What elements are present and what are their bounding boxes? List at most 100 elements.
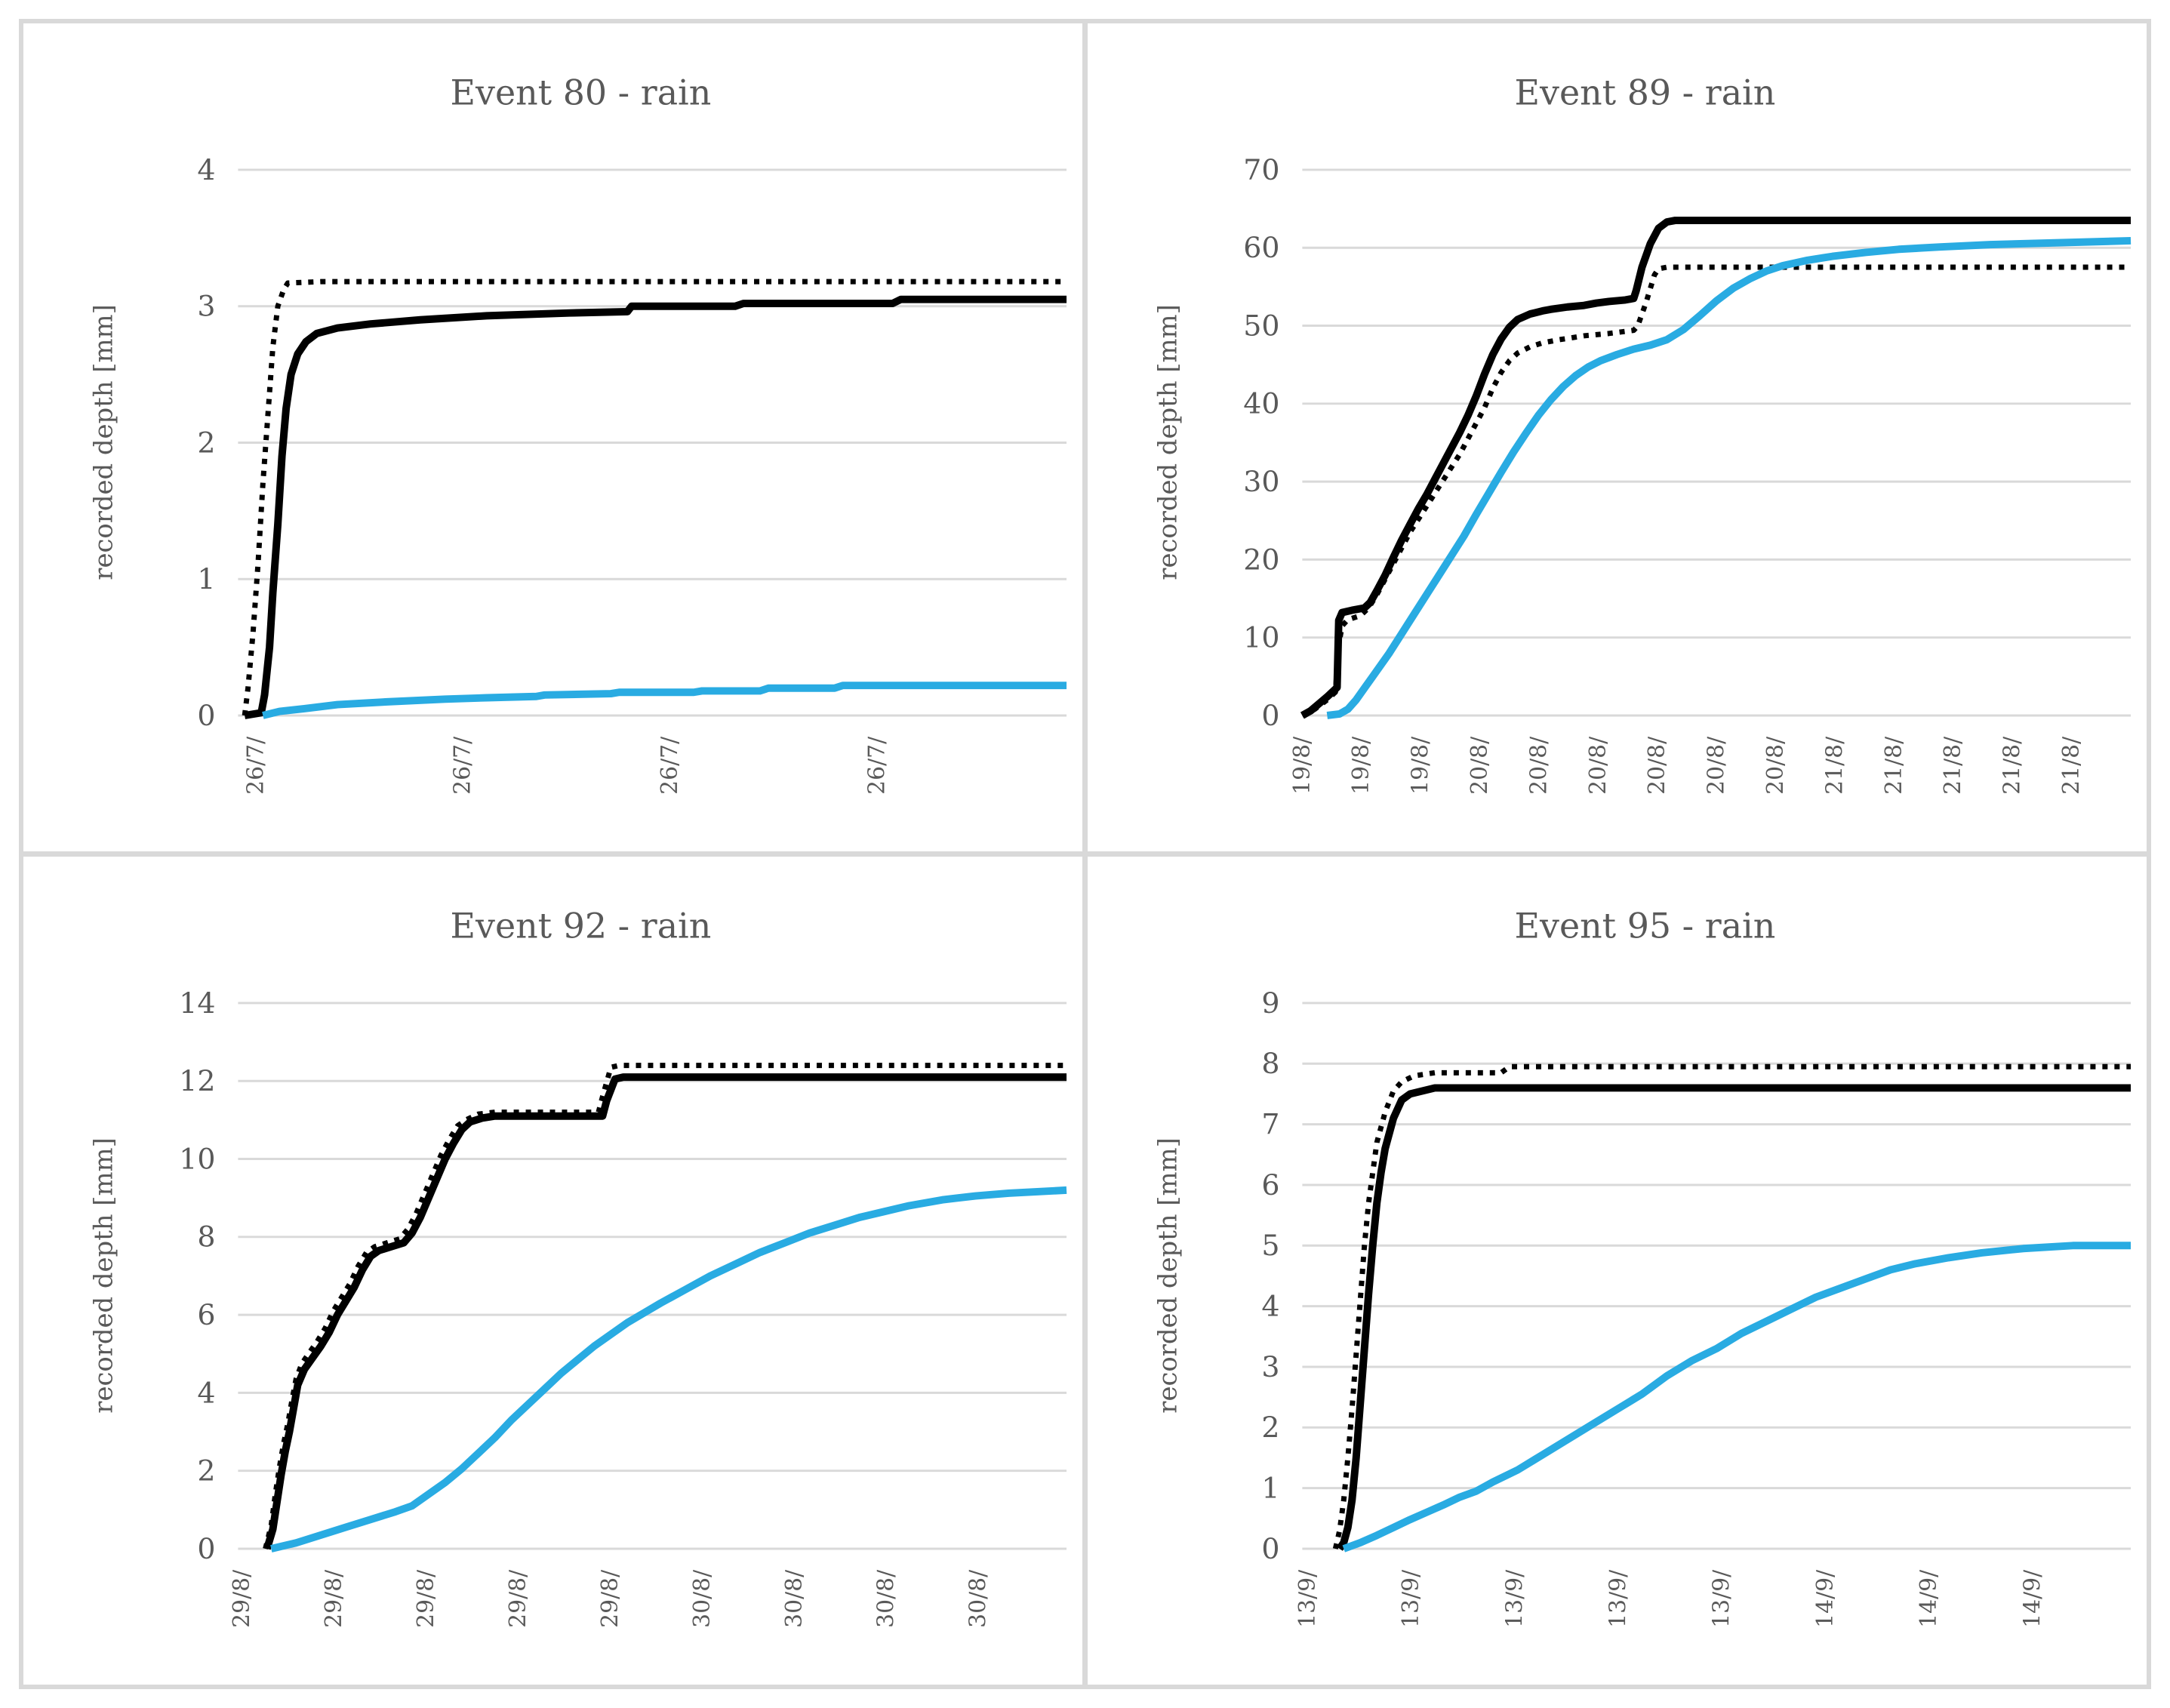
x-tick-label: 30/8/ (689, 1569, 716, 1628)
y-tick-label: 1 (197, 562, 215, 595)
y-axis-title: recorded depth [mm] (89, 304, 119, 580)
y-tick-label: 4 (197, 1376, 215, 1409)
x-tick-labels: 29/8/29/8/29/8/29/8/29/8/30/8/30/8/30/8/… (229, 1569, 992, 1628)
chart-panel-event-80: Event 80 - rain recorded depth [mm] 0 1 2 3… (23, 23, 1082, 851)
y-tick-label: 40 (1243, 387, 1279, 420)
y-tick-label: 5 (1261, 1229, 1279, 1262)
x-tick-labels: 13/9/13/9/13/9/13/9/13/9/14/9/14/9/14/9/ (1294, 1569, 2046, 1628)
series-solid-black (263, 1073, 1067, 1550)
series-dotted-black (1332, 1063, 2132, 1550)
gridlines (238, 1002, 1067, 1550)
y-tick-label: 2 (197, 426, 215, 459)
y-axis-title: recorded depth [mm] (89, 1137, 119, 1414)
x-tick-label: 21/8/ (1881, 736, 1907, 795)
x-tick-label: 26/7/ (864, 736, 891, 795)
x-tick-label: 26/7/ (242, 736, 269, 795)
x-tick-label: 13/9/ (1501, 1569, 1528, 1628)
x-tick-label: 26/7/ (450, 736, 476, 795)
x-tick-label: 20/8/ (1644, 736, 1670, 795)
gridlines (1302, 168, 2132, 717)
x-tick-label: 19/8/ (1289, 736, 1316, 795)
series-dotted-black (242, 279, 1067, 716)
x-tick-label: 21/8/ (1821, 736, 1848, 795)
y-tick-label: 70 (1243, 153, 1279, 186)
plot-area: 0 10 20 30 40 50 60 70 19/8/19/8/19/8/20/8/20/8/… (1243, 153, 2132, 795)
y-tick-label: 2 (197, 1454, 215, 1488)
y-tick-label: 10 (179, 1143, 215, 1176)
x-tick-label: 30/8/ (873, 1569, 900, 1628)
x-tick-label: 20/8/ (1467, 736, 1493, 795)
y-tick-label: 0 (197, 699, 215, 732)
series-blue (1342, 1242, 2132, 1553)
chart-event-95: Event 95 - rain recorded depth [mm] 0 1 2 3… (1153, 905, 2132, 1628)
y-tick-label: 4 (197, 153, 215, 186)
y-tick-label: 0 (1261, 699, 1279, 732)
series-blue (1326, 236, 2132, 719)
x-tick-label: 30/8/ (965, 1569, 992, 1628)
y-tick-label: 6 (197, 1298, 215, 1331)
chart-panel-event-92: Event 92 - rain recorded depth [mm] 0 2 4 6… (23, 857, 1082, 1685)
x-tick-labels: 19/8/19/8/19/8/20/8/20/8/20/8/20/8/20/8/… (1289, 736, 2085, 795)
y-tick-label: 30 (1243, 465, 1279, 498)
y-tick-label: 6 (1261, 1168, 1279, 1202)
chart-title: Event 92 - rain (451, 905, 712, 946)
x-tick-label: 13/9/ (1709, 1569, 1735, 1628)
chart-event-89: Event 89 - rain recorded depth [mm] 0 10 2… (1153, 72, 2132, 795)
series-solid-black (1336, 1084, 2132, 1551)
y-tick-label: 4 (1261, 1290, 1279, 1323)
x-tick-label: 20/8/ (1585, 736, 1611, 795)
x-tick-label: 29/8/ (413, 1569, 439, 1628)
x-tick-label: 13/9/ (1294, 1569, 1321, 1628)
x-tick-label: 13/9/ (1605, 1569, 1631, 1628)
x-tick-label: 21/8/ (1940, 736, 1966, 795)
y-tick-label: 3 (197, 290, 215, 323)
x-tick-label: 30/8/ (781, 1569, 808, 1628)
plot-area: 0 2 4 6 8 10 12 14 29/8/29/8/29/8/29/8/29/8/30/8… (179, 986, 1067, 1628)
y-tick-label: 8 (197, 1220, 215, 1254)
y-axis-title: recorded depth [mm] (1153, 1137, 1183, 1414)
x-tick-label: 29/8/ (321, 1569, 347, 1628)
y-tick-label: 50 (1243, 309, 1279, 343)
y-tick-label: 12 (179, 1064, 215, 1097)
y-tick-label: 2 (1261, 1411, 1279, 1444)
x-tick-label: 19/8/ (1408, 736, 1434, 795)
x-tick-label: 20/8/ (1762, 736, 1789, 795)
x-tick-label: 29/8/ (597, 1569, 623, 1628)
series-dotted-black (263, 1063, 1067, 1550)
x-tick-label: 19/8/ (1348, 736, 1374, 795)
y-tick-label: 0 (197, 1532, 215, 1565)
x-tick-label: 13/9/ (1398, 1569, 1424, 1628)
y-tick-label: 9 (1261, 986, 1279, 1020)
series-solid-black (1300, 217, 2132, 719)
chart-title: Event 80 - rain (451, 72, 712, 112)
x-tick-label: 29/8/ (229, 1569, 255, 1628)
series-solid-black (244, 295, 1067, 719)
y-axis-title: recorded depth [mm] (1153, 304, 1183, 580)
chart-event-80: Event 80 - rain recorded depth [mm] 0 1 2 3… (89, 72, 1067, 795)
y-tick-label: 8 (1261, 1047, 1279, 1080)
y-tick-label: 20 (1243, 543, 1279, 576)
y-tick-label: 14 (179, 986, 215, 1020)
x-tick-label: 20/8/ (1525, 736, 1552, 795)
y-tick-labels: 0 1 2 3 4 5 6 7 8 9 (1261, 986, 1279, 1565)
gridlines (1302, 1002, 2132, 1550)
chart-title: Event 95 - rain (1515, 905, 1776, 946)
y-tick-label: 60 (1243, 231, 1279, 264)
chart-panel-event-89: Event 89 - rain recorded depth [mm] 0 10 2… (1088, 23, 2147, 851)
y-tick-labels: 0 1 2 3 4 (197, 153, 215, 732)
x-tick-label: 20/8/ (1704, 736, 1730, 795)
series-blue (262, 682, 1067, 719)
y-tick-label: 7 (1261, 1108, 1279, 1141)
gridlines (238, 168, 1067, 717)
x-tick-label: 21/8/ (1999, 736, 2026, 795)
series-dotted-black (1300, 264, 2132, 719)
y-tick-labels: 0 2 4 6 8 10 12 14 (179, 986, 215, 1565)
x-tick-label: 14/9/ (1812, 1569, 1839, 1628)
y-tick-label: 0 (1261, 1532, 1279, 1565)
x-tick-label: 26/7/ (657, 736, 683, 795)
plot-area: 0 1 2 3 4 5 6 7 8 9 13/9/13/9/13/9/13/9/13/9/14/9/… (1261, 986, 2132, 1628)
y-tick-label: 3 (1261, 1350, 1279, 1383)
y-tick-labels: 0 10 20 30 40 50 60 70 (1243, 153, 1279, 732)
plot-area: 0 1 2 3 4 26/7/26/7/26/7/26/7/ (197, 153, 1067, 795)
